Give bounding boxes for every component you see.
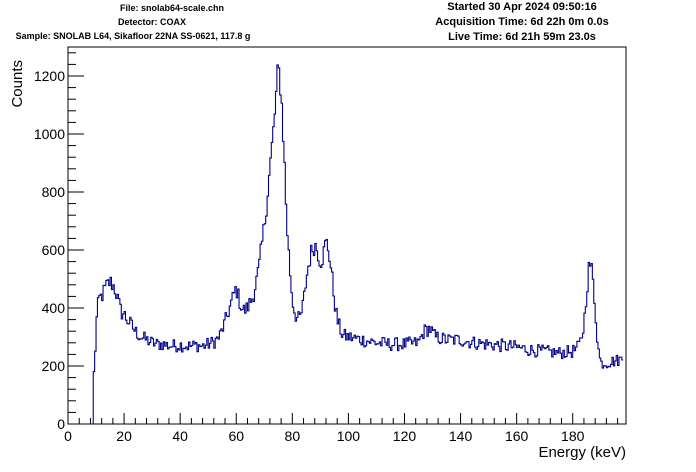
x-tick-label: 60 <box>228 428 244 444</box>
y-tick-label: 1200 <box>34 68 65 84</box>
axes: 0 20 40 60 80 100 120 140 160 180 0 200 400 600 800 100… <box>34 46 627 444</box>
y-tick-label: 400 <box>42 300 66 316</box>
x-axis-title: Energy (keV) <box>538 444 626 461</box>
x-tick-label: 180 <box>561 428 585 444</box>
x-tick-label: 0 <box>64 428 72 444</box>
x-tick-label: 120 <box>393 428 417 444</box>
y-tick-label: 0 <box>57 416 65 432</box>
live-time-label: Live Time: 6d 21h 59m 23.0s <box>448 31 596 43</box>
x-tick-label: 80 <box>285 428 301 444</box>
file-label: File: snolab64-scale.chn <box>119 3 225 13</box>
y-tick-label: 200 <box>42 358 66 374</box>
started-label: Started 30 Apr 2024 09:50:16 <box>447 1 597 13</box>
y-tick-label: 1000 <box>34 126 65 142</box>
x-tick-label: 20 <box>116 428 132 444</box>
x-tick-label: 40 <box>172 428 188 444</box>
plot-frame <box>67 46 627 425</box>
spectrum-marks <box>92 64 624 424</box>
y-tick-label: 800 <box>42 184 66 200</box>
x-tick-label: 160 <box>505 428 529 444</box>
x-tick-label: 140 <box>449 428 473 444</box>
y-axis-title: Counts <box>9 60 26 108</box>
acquisition-time-label: Acquisition Time: 6d 22h 0m 0.0s <box>435 16 609 28</box>
x-tick-label: 100 <box>337 428 361 444</box>
detector-label: Detector: COAX <box>117 17 187 27</box>
spectrum-line <box>92 64 624 424</box>
sample-label: Sample: SNOLAB L64, Sikafloor 22NA SS-06… <box>15 31 251 41</box>
y-tick-label: 600 <box>42 242 66 258</box>
